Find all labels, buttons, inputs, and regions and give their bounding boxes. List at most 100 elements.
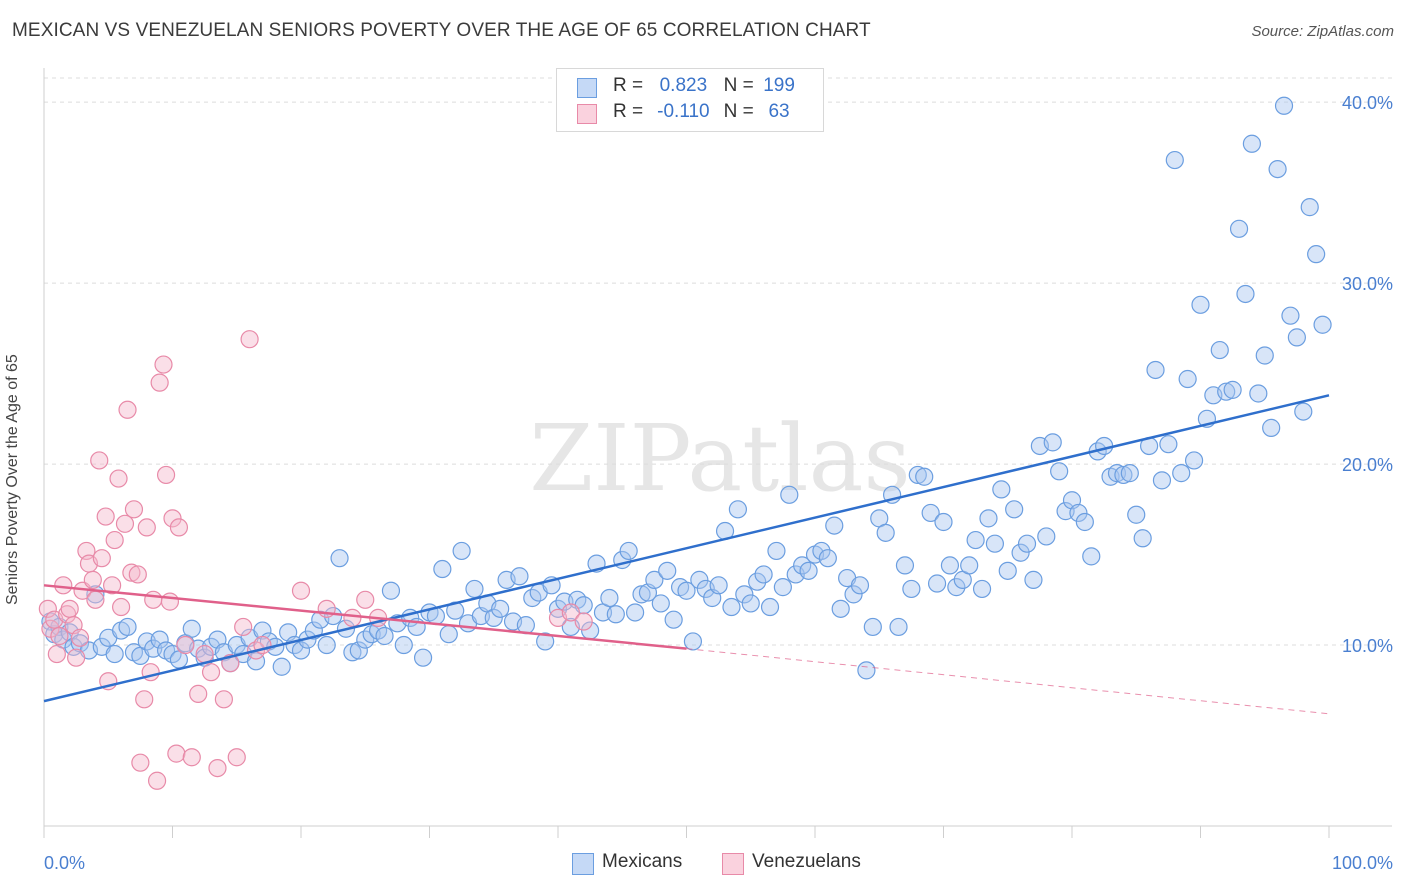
legend-swatch-venezuelans: [577, 104, 597, 124]
venezuelan-point: [70, 628, 90, 647]
mexican-point: [741, 594, 760, 613]
mexican-point: [857, 661, 876, 680]
venezuelan-point: [111, 597, 131, 617]
mexican-point: [1268, 160, 1287, 179]
mexican-point: [465, 579, 484, 599]
mexican-point: [1274, 96, 1294, 115]
mexican-point: [831, 599, 850, 618]
tick-labels: 10.0% 20.0% 30.0% 40.0% 0.0% 100.0%: [44, 93, 1393, 873]
legend-n-value: 199: [763, 75, 795, 96]
venezuelan-point: [201, 663, 221, 682]
venezuelan-point: [118, 400, 137, 419]
legend-swatch-mexicans: [572, 853, 594, 875]
mexican-point: [1184, 451, 1204, 470]
mexican-point: [600, 588, 619, 608]
venezuelan-point: [50, 626, 69, 646]
mexican-point: [966, 530, 985, 550]
mexican-point: [947, 578, 966, 597]
mexican-point: [895, 556, 915, 575]
venezuelan-point: [124, 500, 144, 519]
venezuelan-point: [195, 644, 214, 664]
mexican-point: [452, 541, 471, 561]
venezuelan-point: [150, 373, 169, 392]
mexican-point: [632, 585, 651, 604]
mexican-point: [381, 581, 401, 600]
mexican-point: [998, 561, 1017, 580]
mexican-point: [105, 644, 124, 664]
mexican-point: [291, 641, 311, 660]
venezuelan-point: [128, 565, 147, 584]
mexican-point: [1017, 534, 1037, 553]
mexican-point: [1050, 462, 1069, 481]
mexican-point: [1037, 527, 1056, 546]
mexican-point: [664, 610, 683, 629]
mexican-point: [1242, 134, 1262, 153]
y-tick-label: 10.0%: [1342, 636, 1393, 656]
mexican-point: [658, 561, 677, 580]
venezuelan-point: [103, 576, 122, 595]
mexican-point: [1313, 315, 1332, 334]
venezuelan-point: [227, 748, 246, 767]
mexican-point: [510, 567, 529, 586]
mexican-point: [728, 500, 748, 519]
mexican-point: [394, 635, 413, 655]
mexican-point: [992, 480, 1011, 499]
venezuelan-point: [182, 748, 201, 767]
mexican-point: [1217, 382, 1236, 401]
mexican-point: [317, 635, 336, 655]
mexican-point: [934, 512, 953, 532]
venezuelan-point: [38, 599, 57, 618]
mexican-point: [645, 570, 664, 589]
mexican-point: [1075, 512, 1094, 532]
venezuelan-point: [137, 518, 156, 537]
mexican-point: [921, 503, 940, 523]
venezuelan-point: [147, 771, 167, 790]
x-tick-label: 100.0%: [1332, 853, 1393, 873]
mexican-point: [253, 621, 272, 640]
mexican-point: [1107, 464, 1127, 483]
legend-swatch-venezuelans: [722, 853, 744, 875]
mexican-point: [1024, 570, 1043, 589]
x-tick-label: 0.0%: [44, 853, 85, 873]
mexican-point: [972, 579, 992, 599]
mexican-point: [709, 576, 728, 595]
mexican-point: [272, 657, 291, 676]
mexican-point: [908, 465, 927, 485]
legend-label-mexicans: Mexicans: [602, 851, 683, 872]
mexican-point: [349, 641, 368, 660]
mexican-point: [889, 617, 908, 637]
mexican-point: [1236, 284, 1255, 304]
venezuelan-point: [176, 635, 195, 655]
venezuelan-point: [92, 549, 111, 568]
mexican-point: [1159, 435, 1178, 454]
mexican-point: [748, 572, 767, 591]
venezuelans-trend-extension: [686, 648, 1330, 715]
venezuelan-point: [356, 590, 375, 609]
mexican-point: [735, 585, 754, 604]
y-tick-label: 20.0%: [1342, 455, 1393, 475]
mexican-point: [246, 652, 266, 671]
y-tick-label: 30.0%: [1342, 274, 1393, 294]
legend-n-label: N =: [723, 75, 754, 96]
venezuelan-point: [167, 744, 186, 763]
correlation-legend: R = 0.823 N = 199 R = -0.110 N = 63: [556, 68, 824, 132]
mexican-point: [343, 643, 362, 662]
mexican-point: [940, 556, 960, 575]
axes: [43, 68, 1392, 838]
watermark: ZIPatlas: [529, 405, 910, 512]
mexican-point: [812, 541, 831, 561]
mexican-point: [1069, 503, 1088, 523]
mexican-point: [780, 485, 799, 504]
venezuelan-point: [105, 530, 124, 550]
mexican-point: [1287, 328, 1306, 347]
venezuelan-point: [343, 608, 362, 627]
venezuelan-point: [156, 465, 176, 485]
mexican-point: [433, 559, 452, 579]
legend-r-label: R =: [613, 75, 644, 96]
y-tick-label: 40.0%: [1342, 93, 1393, 113]
mexican-point: [536, 632, 555, 651]
venezuelan-point: [135, 690, 154, 709]
venezuelan-point: [154, 355, 173, 374]
mexican-point: [799, 561, 818, 580]
legend-n-label: N =: [723, 101, 754, 122]
